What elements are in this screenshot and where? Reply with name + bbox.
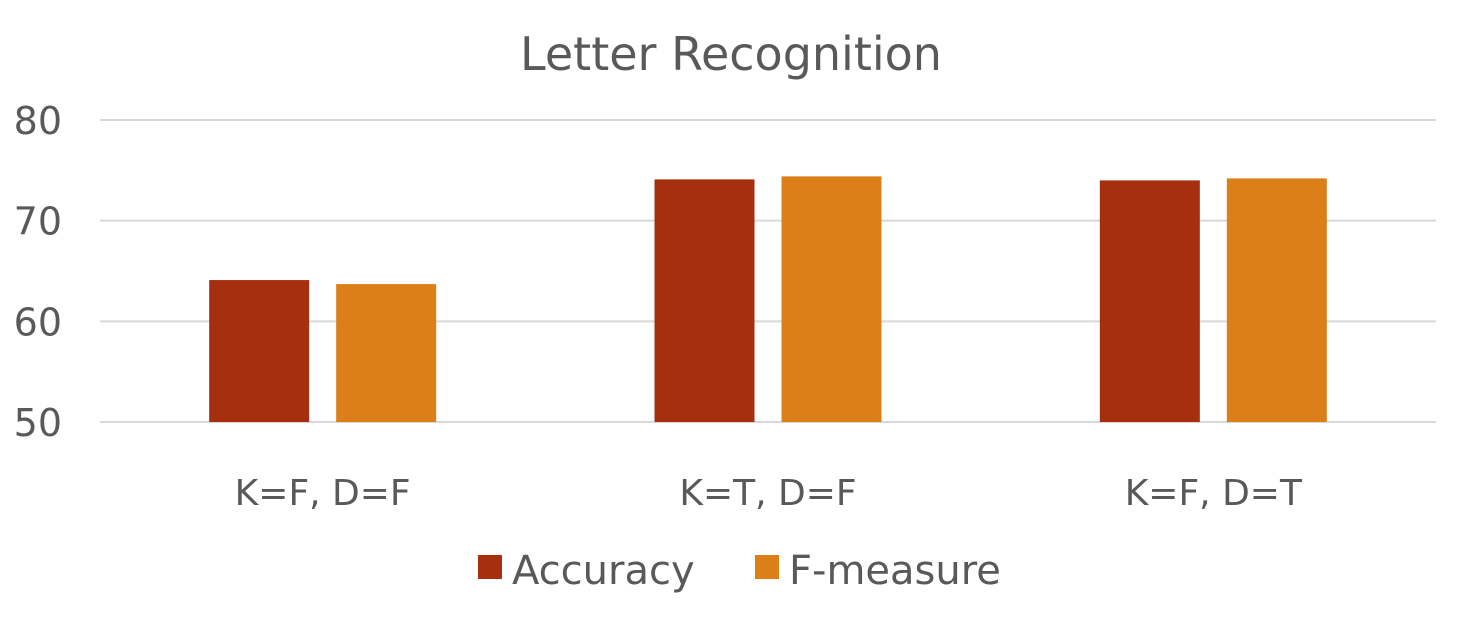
- legend-label: F-measure: [789, 548, 1001, 594]
- bar-accuracy-1: [654, 179, 755, 422]
- legend-swatch-f-measure: [755, 555, 779, 579]
- y-axis-tick-labels: 50 60 70 80: [14, 99, 62, 445]
- bar-accuracy-2: [1099, 180, 1200, 422]
- y-tick-label: 50: [14, 401, 62, 445]
- legend-label: Accuracy: [512, 548, 695, 594]
- bar-accuracy-0: [209, 280, 310, 422]
- gridlines: [100, 119, 1436, 423]
- x-axis-category-labels: K=F, D=F K=T, D=F K=F, D=T: [235, 473, 1303, 514]
- bar-f-measure-0: [336, 284, 437, 422]
- x-category-label: K=F, D=F: [235, 473, 411, 514]
- x-category-label: K=F, D=T: [1125, 473, 1303, 514]
- bars: [209, 176, 1327, 422]
- legend: Accuracy F-measure: [478, 548, 1001, 594]
- chart-title: Letter Recognition: [520, 27, 942, 81]
- y-tick-label: 80: [14, 99, 62, 143]
- bar-f-measure-1: [781, 176, 882, 422]
- bar-f-measure-2: [1226, 178, 1327, 422]
- legend-swatch-accuracy: [478, 555, 502, 579]
- x-category-label: K=T, D=F: [679, 473, 856, 514]
- y-tick-label: 60: [14, 300, 62, 344]
- y-tick-label: 70: [14, 200, 62, 244]
